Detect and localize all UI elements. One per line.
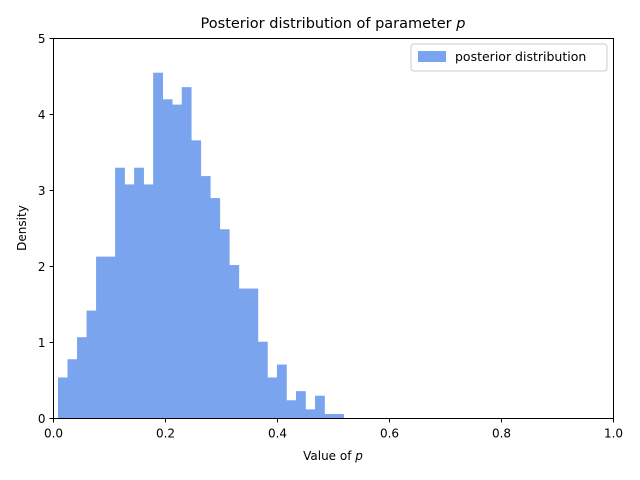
histogram-bar-13 <box>181 87 192 419</box>
histogram-bar-12 <box>172 104 183 419</box>
x-axis-ticks: 0.0 0.2 0.4 0.6 0.8 1.0 <box>44 418 623 441</box>
x-axis-label: Value of p <box>303 449 363 463</box>
histogram-bar-8 <box>134 167 144 419</box>
histogram-bar-4 <box>96 256 106 419</box>
histogram-bar-17 <box>219 229 230 419</box>
histogram-bar-2 <box>77 337 87 419</box>
histogram-bar-9 <box>143 184 154 419</box>
histogram-bars <box>57 72 344 419</box>
legend-swatch <box>418 51 446 62</box>
y-tick-label: 4 <box>38 108 46 122</box>
x-tick-label: 0.6 <box>380 427 399 441</box>
histogram-bar-10 <box>153 72 163 419</box>
y-tick-label: 1 <box>38 336 46 350</box>
histogram-bar-16 <box>210 198 221 419</box>
axes-frame <box>53 38 614 419</box>
x-tick-label: 0.4 <box>268 427 287 441</box>
x-tick-label: 0.8 <box>492 427 511 441</box>
y-tick-label: 2 <box>38 260 46 274</box>
legend-label-posterior-distribution: posterior distribution <box>455 49 586 64</box>
histogram-bar-7 <box>124 184 135 419</box>
x-tick-label: 0.0 <box>44 427 63 441</box>
histogram-bar-20 <box>248 288 259 419</box>
histogram-bar-0 <box>57 377 68 419</box>
histogram-bar-29 <box>334 413 344 419</box>
histogram-bar-28 <box>324 413 335 419</box>
histogram-bar-23 <box>276 364 287 419</box>
histogram-bar-25 <box>295 391 306 419</box>
legend-frame <box>410 43 608 72</box>
histogram-bar-1 <box>67 359 78 419</box>
histogram-bar-18 <box>229 264 240 419</box>
y-axis-ticks: 0 1 2 3 4 5 <box>38 32 54 426</box>
x-tick-label: 0.2 <box>156 427 175 441</box>
histogram-bar-5 <box>105 256 116 419</box>
histogram-bar-27 <box>315 395 325 419</box>
x-tick-label: 1.0 <box>604 427 623 441</box>
plot-border <box>53 38 614 419</box>
chart-title: Posterior distribution of parameter p <box>201 16 466 32</box>
histogram-bar-3 <box>86 310 97 419</box>
histogram-bar-14 <box>191 140 202 419</box>
y-tick-label: 3 <box>38 184 46 198</box>
y-tick-label: 0 <box>38 412 46 426</box>
histogram-bar-21 <box>257 341 268 419</box>
histogram-bar-11 <box>162 99 173 419</box>
histogram-bar-19 <box>238 288 249 419</box>
histogram-bar-15 <box>200 176 211 419</box>
histogram-bar-22 <box>267 377 278 419</box>
legend: posterior distribution <box>410 43 608 72</box>
histogram-bar-26 <box>305 409 316 419</box>
y-tick-label: 5 <box>38 32 46 46</box>
y-axis-label: Density <box>15 205 29 251</box>
histogram-bar-6 <box>115 167 125 419</box>
histogram-bar-24 <box>286 400 297 419</box>
